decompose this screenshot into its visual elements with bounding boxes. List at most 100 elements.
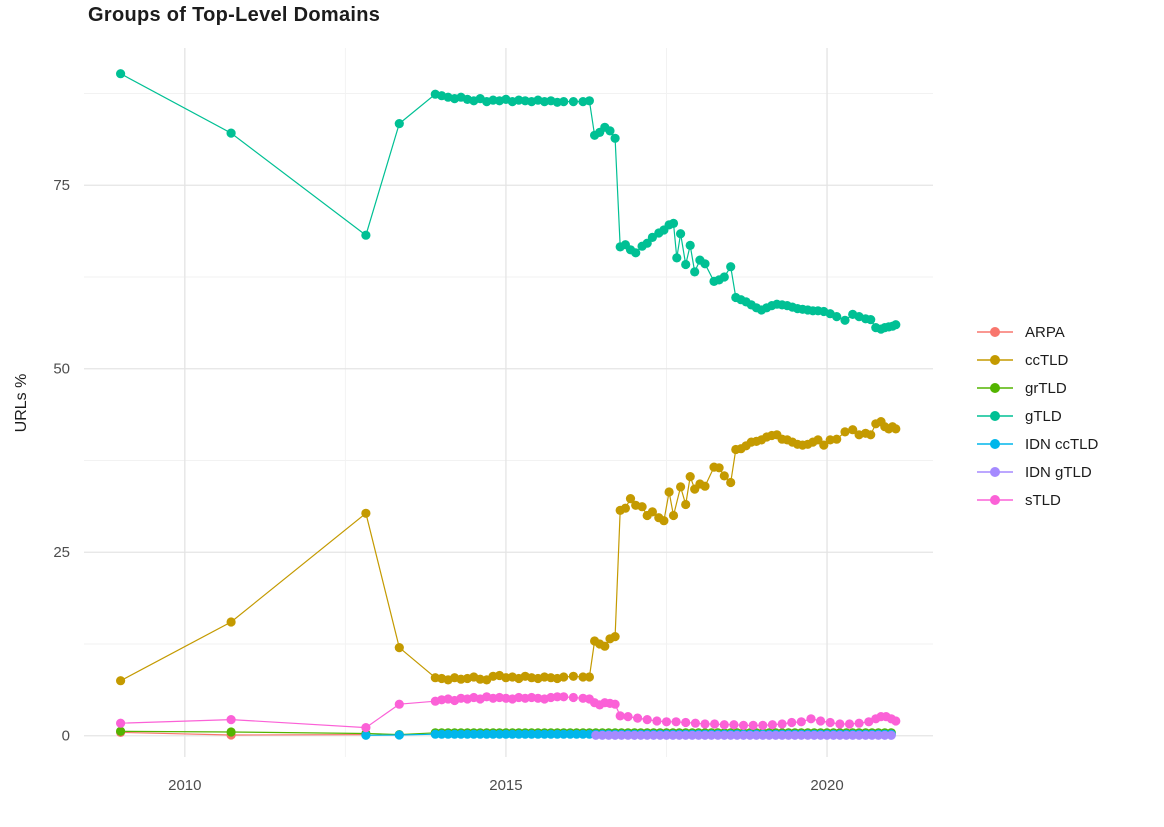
data-point-stld [806,714,816,724]
data-point-gtld [840,315,850,325]
legend-item-arpa: ARPA [977,322,1098,342]
data-point-stld [729,720,739,730]
data-point-stld [394,699,404,709]
data-point-idn-gtld [803,730,813,740]
data-point-idn-gtld [822,730,832,740]
data-point-idn-gtld [700,730,710,740]
data-point-stld [825,717,835,728]
data-point-stld [623,712,633,722]
data-point-idn-cctld [430,729,440,739]
data-point-stld [700,719,710,729]
data-point-grtld [116,726,126,736]
data-point-idn-cctld [443,729,453,739]
data-point-gtld [668,218,679,228]
chart-title: Groups of Top-Level Domains [88,4,381,26]
legend-label: gTLD [1025,407,1062,425]
data-point-idn-gtld [751,730,762,740]
data-point-idn-gtld [764,730,774,740]
data-point-idn-gtld [828,730,839,740]
data-point-stld [671,717,681,727]
data-point-idn-gtld [681,730,691,740]
data-point-idn-gtld [758,730,768,740]
data-point-stld [610,699,620,709]
data-point-stld [844,719,855,729]
data-point-idn-gtld [835,730,845,740]
legend-dot-icon [990,355,1000,365]
legend-key-icon [977,322,1013,342]
data-point-cctld [394,643,404,653]
legend-label: ccTLD [1025,351,1069,369]
data-point-gtld [568,97,579,107]
legend-item-stld: sTLD [977,490,1098,510]
legend-key-icon [977,462,1013,482]
data-point-stld [568,692,579,703]
data-point-gtld [672,253,682,263]
data-point-idn-gtld [719,730,729,740]
data-point-cctld [840,427,850,437]
data-point-idn-gtld [694,730,704,740]
data-point-idn-gtld [745,730,755,740]
data-point-stld [552,692,562,702]
legend-dot-icon [990,327,1000,337]
data-point-idn-cctld [394,730,404,740]
data-point-gtld [584,96,595,106]
data-point-gtld [559,97,569,107]
data-point-idn-cctld [469,729,479,739]
data-point-idn-gtld [629,730,640,740]
data-point-stld [633,713,643,723]
data-point-idn-gtld [649,730,659,740]
data-point-idn-gtld [771,730,781,740]
data-point-idn-gtld [854,730,864,740]
data-point-cctld [568,671,579,681]
data-point-idn-cctld [514,729,524,739]
data-point-cctld [700,481,710,491]
x-tick-label: 2015 [489,777,522,794]
data-point-idn-gtld [636,730,646,740]
data-point-cctld [891,424,901,434]
data-point-gtld [700,259,710,269]
data-point-idn-cctld [552,729,562,739]
data-point-idn-gtld [790,730,800,740]
data-point-cctld [726,477,736,488]
data-point-gtld [726,262,736,272]
data-point-gtld [676,229,686,239]
data-point-cctld [714,463,724,473]
data-point-stld [116,718,126,728]
data-point-idn-gtld [661,730,672,740]
data-point-idn-cctld [494,729,505,739]
data-point-idn-gtld [668,730,678,740]
legend-key-icon [977,378,1013,398]
data-point-cctld [819,440,829,450]
data-point-idn-gtld [604,730,614,740]
data-point-stld [361,723,371,733]
data-point-idn-cctld [572,729,582,739]
data-point-stld [777,719,787,729]
data-point-idn-cctld [361,730,371,740]
data-point-cctld [620,503,631,513]
legend-label: IDN gTLD [1025,463,1092,481]
data-point-idn-gtld [732,730,742,740]
data-point-cctld [226,617,236,627]
legend-dot-icon [990,495,1000,505]
data-point-cctld [559,672,569,682]
data-point-idn-gtld [674,730,684,740]
data-point-idn-gtld [642,730,652,740]
data-point-idn-gtld [841,730,851,740]
data-point-stld [615,711,625,721]
data-point-cctld [832,434,842,444]
legend-label: sTLD [1025,491,1061,509]
data-point-cctld [647,507,658,517]
data-point-stld [226,715,236,725]
legend-item-idn-gtld: IDN gTLD [977,462,1098,482]
data-point-gtld [681,259,691,270]
data-point-cctld [866,430,876,440]
data-point-gtld [719,272,729,282]
data-point-stld [835,719,845,729]
data-point-gtld [116,69,126,79]
data-point-gtld [226,128,236,138]
data-point-cctld [578,672,588,682]
data-point-idn-gtld [880,730,890,740]
y-tick-label: 25 [53,544,70,561]
legend-key-icon [977,406,1013,426]
data-point-cctld [681,499,691,510]
